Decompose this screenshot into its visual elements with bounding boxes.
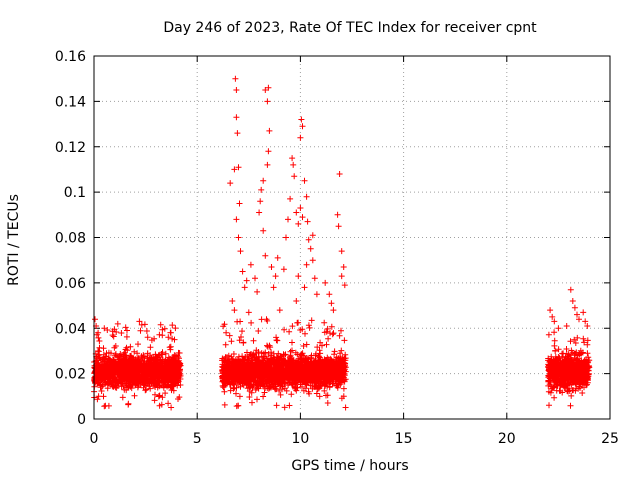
x-axis-label: GPS time / hours (291, 458, 408, 474)
y-tick-label: 0.1 (64, 185, 86, 201)
grid-lines (94, 56, 610, 419)
y-tick-label: 0.16 (55, 49, 86, 65)
y-tick-label: 0 (77, 412, 86, 428)
x-tick-label: 25 (601, 431, 619, 447)
x-tick-label: 10 (291, 431, 309, 447)
y-tick-label: 0.02 (55, 367, 86, 383)
y-tick-label: 0.08 (55, 231, 86, 247)
y-tick-label: 0.04 (55, 321, 86, 337)
y-axis-label: ROTI / TECUs (6, 194, 22, 286)
x-tick-label: 0 (90, 431, 99, 447)
y-tick-label: 0.12 (55, 140, 86, 156)
x-tick-label: 20 (498, 431, 516, 447)
y-tick-label: 0.06 (55, 276, 86, 292)
chart-title: Day 246 of 2023, Rate Of TEC Index for r… (163, 20, 537, 36)
y-tick-label: 0.14 (55, 94, 86, 110)
series-roti-points (91, 75, 593, 411)
plot-frame (93, 55, 611, 420)
x-tick-label: 5 (193, 431, 202, 447)
data-points (91, 75, 593, 411)
x-tick-label: 15 (395, 431, 413, 447)
tick-labels: 0 5 10 15 20 25 0 0.02 0.04 0.06 0.08 0.1 0.12 0.14 0.… (55, 49, 619, 447)
